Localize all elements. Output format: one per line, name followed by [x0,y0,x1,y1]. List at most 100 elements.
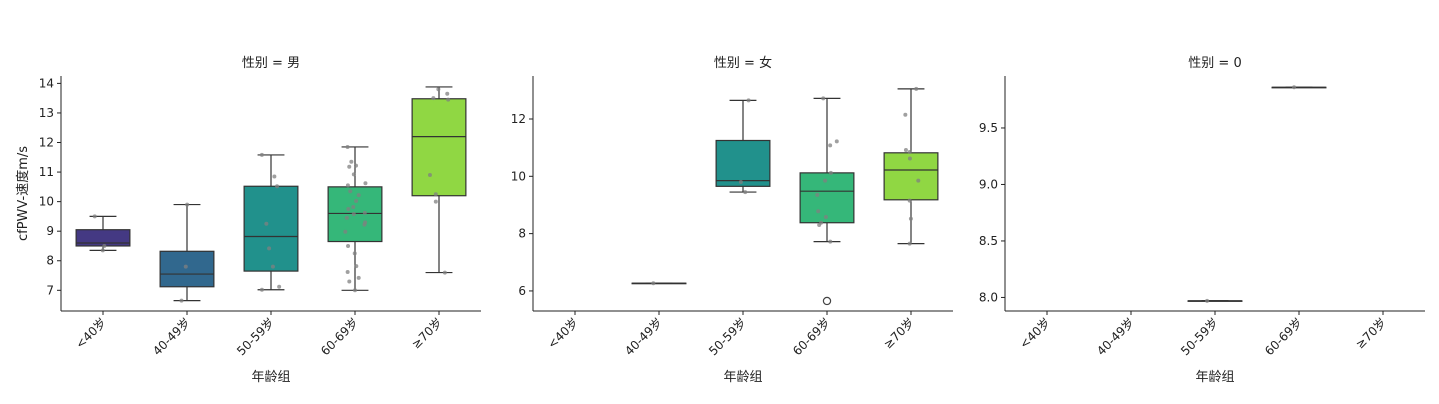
data-point [907,241,912,246]
data-point [183,264,188,269]
data-point [903,112,908,117]
data-point [349,159,354,164]
data-point [354,163,359,168]
y-tick-label: 8 [518,227,526,241]
data-point [272,174,277,179]
data-point [907,156,912,161]
y-tick-label: 10 [511,169,526,183]
data-point [185,202,190,207]
data-point [352,251,357,256]
data-point [427,173,432,178]
data-point [743,190,748,195]
y-tick-label: 12 [511,112,526,126]
data-point [348,189,353,194]
data-point [362,210,367,215]
data-point [267,246,272,251]
y-tick-label: 12 [39,136,54,150]
x-tick-label: <40岁 [1016,315,1053,352]
data-point [354,199,359,204]
data-point [815,192,820,197]
x-axis-title: 年龄组 [723,370,762,385]
data-point [442,270,447,275]
data-point [270,264,275,269]
data-point [445,91,450,96]
data-point [907,198,912,203]
data-point [828,170,833,175]
box-body [243,185,299,272]
box-3 [715,98,771,195]
data-point [275,184,280,189]
box-1 [75,214,131,253]
facet-panel-1: 性别 = 男 7 8 9 10 11 12 13 14 <40岁 40-49岁 50-59岁 60-69… [15,56,481,385]
y-tick-label: 11 [39,165,54,179]
data-point [259,152,264,157]
box-4 [327,144,383,293]
data-point [828,143,833,148]
x-tick-label: ≥70岁 [408,315,445,352]
data-point [828,239,833,244]
x-tick-label: 60-69岁 [1261,315,1305,359]
data-point [92,214,97,219]
data-point [363,220,368,225]
data-point [352,288,357,293]
y-tick-label: 7 [46,283,54,297]
y-tick-label: 8.5 [979,234,998,248]
data-point [259,287,264,292]
data-point [356,193,361,198]
data-point [354,264,359,269]
data-point [347,164,352,169]
x-tick-label: ≥70岁 [1352,315,1389,352]
y-tick-label: 8.0 [979,290,998,304]
x-axis-title: 年龄组 [1195,370,1234,385]
data-point [651,281,656,286]
box-2 [631,281,687,286]
data-point [821,96,826,101]
data-point [908,216,913,221]
data-point [823,215,828,219]
y-tick-label: 14 [39,76,54,90]
x-tick-label: <40岁 [72,315,109,352]
panel-title: 性别 = 0 [1188,56,1241,71]
data-point [903,147,908,152]
data-point [344,215,349,220]
data-point [834,139,839,144]
box-3 [1187,298,1243,303]
data-point [277,284,282,289]
data-point [100,248,105,253]
x-tick-label: 60-69岁 [317,315,361,359]
facet-panel-2: 性别 = 女 6 8 10 12 <40岁 40-49岁 50-59岁 60-69岁 ≥70岁年龄… [511,55,953,385]
y-tick-label: 6 [518,284,526,298]
y-axis-title: cfPWV-速度m/s [15,146,31,241]
data-point [433,192,438,197]
data-point [363,181,368,186]
data-point [1205,298,1210,303]
data-point [351,204,356,209]
box-4 [1271,85,1327,90]
data-point [345,144,350,149]
data-point [179,298,184,303]
y-tick-label: 8 [46,254,54,268]
data-point [351,212,356,217]
data-point [446,97,451,102]
x-axis-title: 年龄组 [251,370,290,385]
data-point [351,172,356,177]
panel-title: 性别 = 女 [714,55,772,71]
box-5 [411,86,467,275]
data-point [738,180,743,185]
box-body [327,186,383,243]
facet-panel-3: 性别 = 0 8.0 8.5 9.0 9.5 <40岁 40-49岁 50-59岁 60-69岁… [979,56,1425,385]
box-body [411,98,467,197]
x-tick-label: 60-69岁 [789,315,833,359]
box-2 [159,202,215,303]
data-point [356,275,361,280]
data-point [746,98,751,103]
data-point [816,209,821,214]
box-4 [799,96,855,306]
x-tick-label: 40-49岁 [621,315,665,359]
y-tick-label: 9.0 [979,177,998,191]
data-point [345,269,350,274]
data-point [819,220,824,225]
data-point [347,279,352,284]
x-tick-label: 50-59岁 [705,315,749,359]
data-point [436,87,441,92]
